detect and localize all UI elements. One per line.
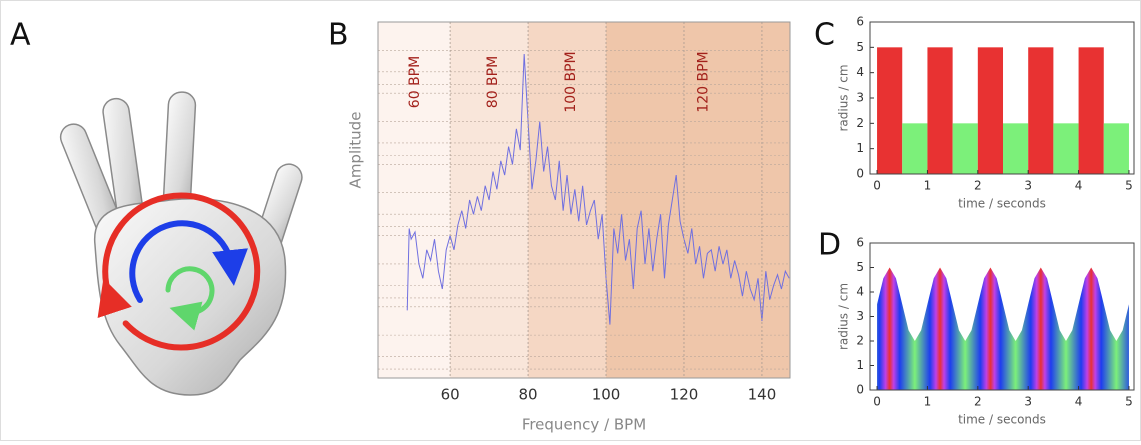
x-tick-label: 3 [1024, 395, 1032, 409]
panel-letter: C [814, 18, 835, 53]
x-tick-label: 0 [873, 179, 881, 193]
plot-area [877, 47, 1129, 174]
y-axis-label: radius / cm [837, 64, 851, 131]
band-annotation: 100 BPM [563, 51, 579, 112]
panel-letter: A [10, 18, 31, 53]
y-tick-label: 6 [856, 15, 864, 29]
x-tick-label: 1 [924, 395, 932, 409]
bar [927, 47, 953, 174]
bar [1003, 123, 1029, 174]
band-annotation: 60 BPM [407, 56, 423, 108]
x-tick-label: 140 [748, 386, 777, 404]
band [528, 22, 607, 378]
plot-area [378, 22, 790, 378]
y-tick-label: 3 [856, 309, 864, 323]
spectrum-line [406, 54, 790, 325]
x-tick-label: 4 [1075, 179, 1083, 193]
bar [1053, 123, 1079, 174]
bar [977, 47, 1004, 174]
bar [952, 123, 978, 174]
bar [1028, 47, 1054, 174]
y-axis-label: Amplitude [347, 112, 365, 189]
x-tick-label: 1 [924, 179, 932, 193]
x-tick-label: 60 [441, 386, 460, 404]
bar [877, 47, 903, 174]
bar [1078, 47, 1104, 174]
plot-area [877, 267, 1129, 390]
plot-frame [869, 242, 1135, 391]
band-annotation: 120 BPM [695, 51, 711, 112]
y-tick-label: 0 [856, 167, 864, 181]
x-tick-label: 3 [1024, 179, 1032, 193]
x-tick-label: 0 [873, 395, 881, 409]
panel-letter: B [328, 18, 349, 53]
plot-frame [869, 21, 1135, 175]
x-tick-label: 2 [974, 179, 982, 193]
y-tick-label: 5 [856, 260, 864, 274]
x-tick-label: 120 [670, 386, 699, 404]
y-axis-label: radius / cm [837, 283, 851, 350]
rotation-arrows [97, 192, 261, 351]
y-tick-label: 3 [856, 91, 864, 105]
y-tick-label: 4 [856, 285, 864, 299]
y-tick-label: 1 [856, 358, 864, 372]
y-tick-label: 6 [856, 236, 864, 250]
y-tick-label: 0 [856, 383, 864, 397]
bar [902, 123, 928, 174]
x-tick-label: 100 [592, 386, 621, 404]
x-axis-label: Frequency / BPM [522, 416, 646, 434]
y-tick-label: 5 [856, 40, 864, 54]
band-annotation: 80 BPM [485, 56, 501, 108]
band [606, 22, 790, 378]
x-tick-label: 5 [1125, 395, 1133, 409]
x-axis-label: time / seconds [958, 413, 1046, 427]
band [378, 22, 451, 378]
x-tick-label: 5 [1125, 179, 1133, 193]
y-tick-label: 1 [856, 141, 864, 155]
y-tick-label: 2 [856, 116, 864, 130]
x-tick-label: 4 [1075, 395, 1083, 409]
y-tick-label: 2 [856, 334, 864, 348]
area [877, 267, 1129, 390]
x-tick-label: 2 [974, 395, 982, 409]
plot-frame [377, 21, 791, 379]
panel-letter: D [818, 228, 841, 263]
x-axis-label: time / seconds [958, 197, 1046, 211]
bar [1103, 123, 1129, 174]
x-tick-label: 80 [519, 386, 538, 404]
y-tick-label: 4 [856, 65, 864, 79]
